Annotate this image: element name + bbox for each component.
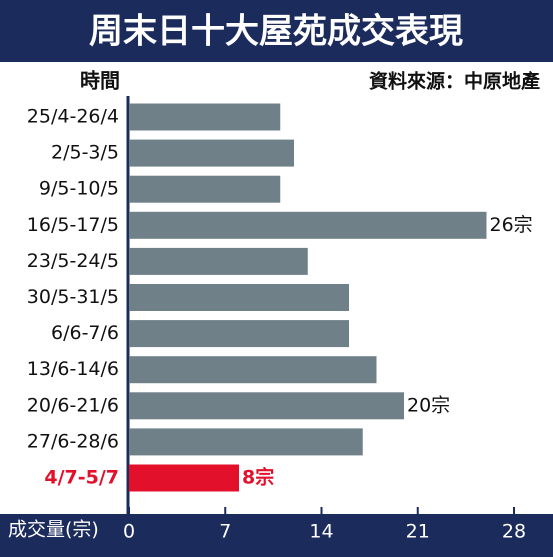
y-tick-label: 16/5-17/5 <box>27 214 119 236</box>
bar <box>129 247 308 275</box>
y-tick-label: 6/6-7/6 <box>51 322 119 344</box>
value-label: 20宗 <box>407 394 450 416</box>
y-tick-label: 13/6-14/6 <box>27 358 119 380</box>
y-axis-label: 時間 <box>80 69 120 93</box>
x-tick-label: 0 <box>123 521 135 543</box>
y-tick-label: 23/5-24/5 <box>27 250 119 272</box>
bar <box>129 464 239 492</box>
y-tick-label: 4/7-5/7 <box>44 467 119 489</box>
chart-title: 周末日十大屋苑成交表現 <box>89 12 463 52</box>
x-tick-label: 21 <box>406 521 430 543</box>
bar <box>129 139 294 167</box>
x-tick-label: 28 <box>502 521 526 543</box>
value-label: 26宗 <box>490 214 533 236</box>
bar <box>129 175 281 203</box>
value-label: 8宗 <box>242 466 274 489</box>
y-tick-label: 20/6-21/6 <box>27 394 119 416</box>
y-tick-label: 9/5-10/5 <box>39 178 119 200</box>
title-band <box>0 0 553 62</box>
y-tick-label: 30/5-31/5 <box>27 286 119 308</box>
bar <box>129 428 363 456</box>
source: 資料來源：中原地產 <box>369 70 540 93</box>
bar <box>129 211 487 239</box>
x-tick-label: 7 <box>219 521 231 543</box>
y-tick-label: 25/4-26/4 <box>27 106 119 128</box>
bar <box>129 392 404 420</box>
bar <box>129 356 377 384</box>
bar <box>129 103 281 131</box>
y-tick-label: 2/5-3/5 <box>51 142 119 164</box>
bar <box>129 320 349 348</box>
x-axis-label: 成交量(宗) <box>8 519 99 541</box>
x-tick-label: 14 <box>309 521 333 543</box>
y-tick-label: 27/6-28/6 <box>27 430 119 452</box>
bar <box>129 284 349 311</box>
x-axis-band <box>0 514 553 557</box>
